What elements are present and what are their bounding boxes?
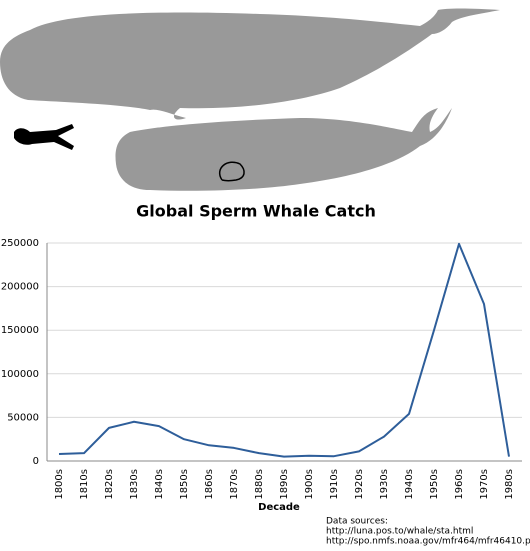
y-tick-label: 250000 [1, 238, 39, 249]
data-source-note: http://luna.pos.to/whale/sta.html [326, 527, 473, 537]
x-tick-label: 1870s [229, 469, 240, 500]
data-sources: Data sources:http://luna.pos.to/whale/st… [326, 517, 530, 547]
data-line [58, 242, 510, 458]
x-tick-label: 1850s [179, 469, 190, 500]
x-tick-label: 1840s [154, 469, 165, 500]
x-tick-label: 1860s [204, 469, 215, 500]
x-tick-label: 1800s [54, 469, 65, 500]
x-tick-label: 1880s [254, 469, 265, 500]
jaw-outline [219, 161, 245, 182]
x-tick-label: 1810s [79, 469, 90, 500]
x-axis-title: Decade [258, 502, 300, 513]
x-tick-label: 1960s [454, 469, 465, 500]
x-tick-label: 1980s [504, 469, 515, 500]
data-source-note: Data sources: [326, 517, 388, 527]
x-tick-label: 1940s [404, 469, 415, 500]
x-tick-label: 1830s [129, 469, 140, 500]
y-tick-label: 200000 [1, 282, 39, 293]
illustration [0, 8, 500, 191]
small-whale [115, 108, 452, 191]
x-tick-label: 1820s [104, 469, 115, 500]
y-tick-label: 100000 [1, 369, 39, 380]
x-tick-label: 1930s [379, 469, 390, 500]
x-tick-label: 1920s [354, 469, 365, 500]
x-tick-label: 1890s [279, 469, 290, 500]
x-tick-label: 1950s [429, 469, 440, 500]
x-tick-label: 1970s [479, 469, 490, 500]
x-tick-label: 1910s [329, 469, 340, 500]
data-source-note: http://spo.nmfs.noaa.gov/mfr464/mfr46410… [326, 537, 530, 547]
y-tick-label: 150000 [1, 325, 39, 336]
y-tick-label: 0 [33, 456, 39, 467]
chart-title: Global Sperm Whale Catch [136, 202, 376, 221]
diver [14, 124, 74, 150]
large-whale [0, 8, 500, 120]
x-tick-label: 1900s [304, 469, 315, 500]
y-tick-label: 50000 [7, 412, 39, 423]
